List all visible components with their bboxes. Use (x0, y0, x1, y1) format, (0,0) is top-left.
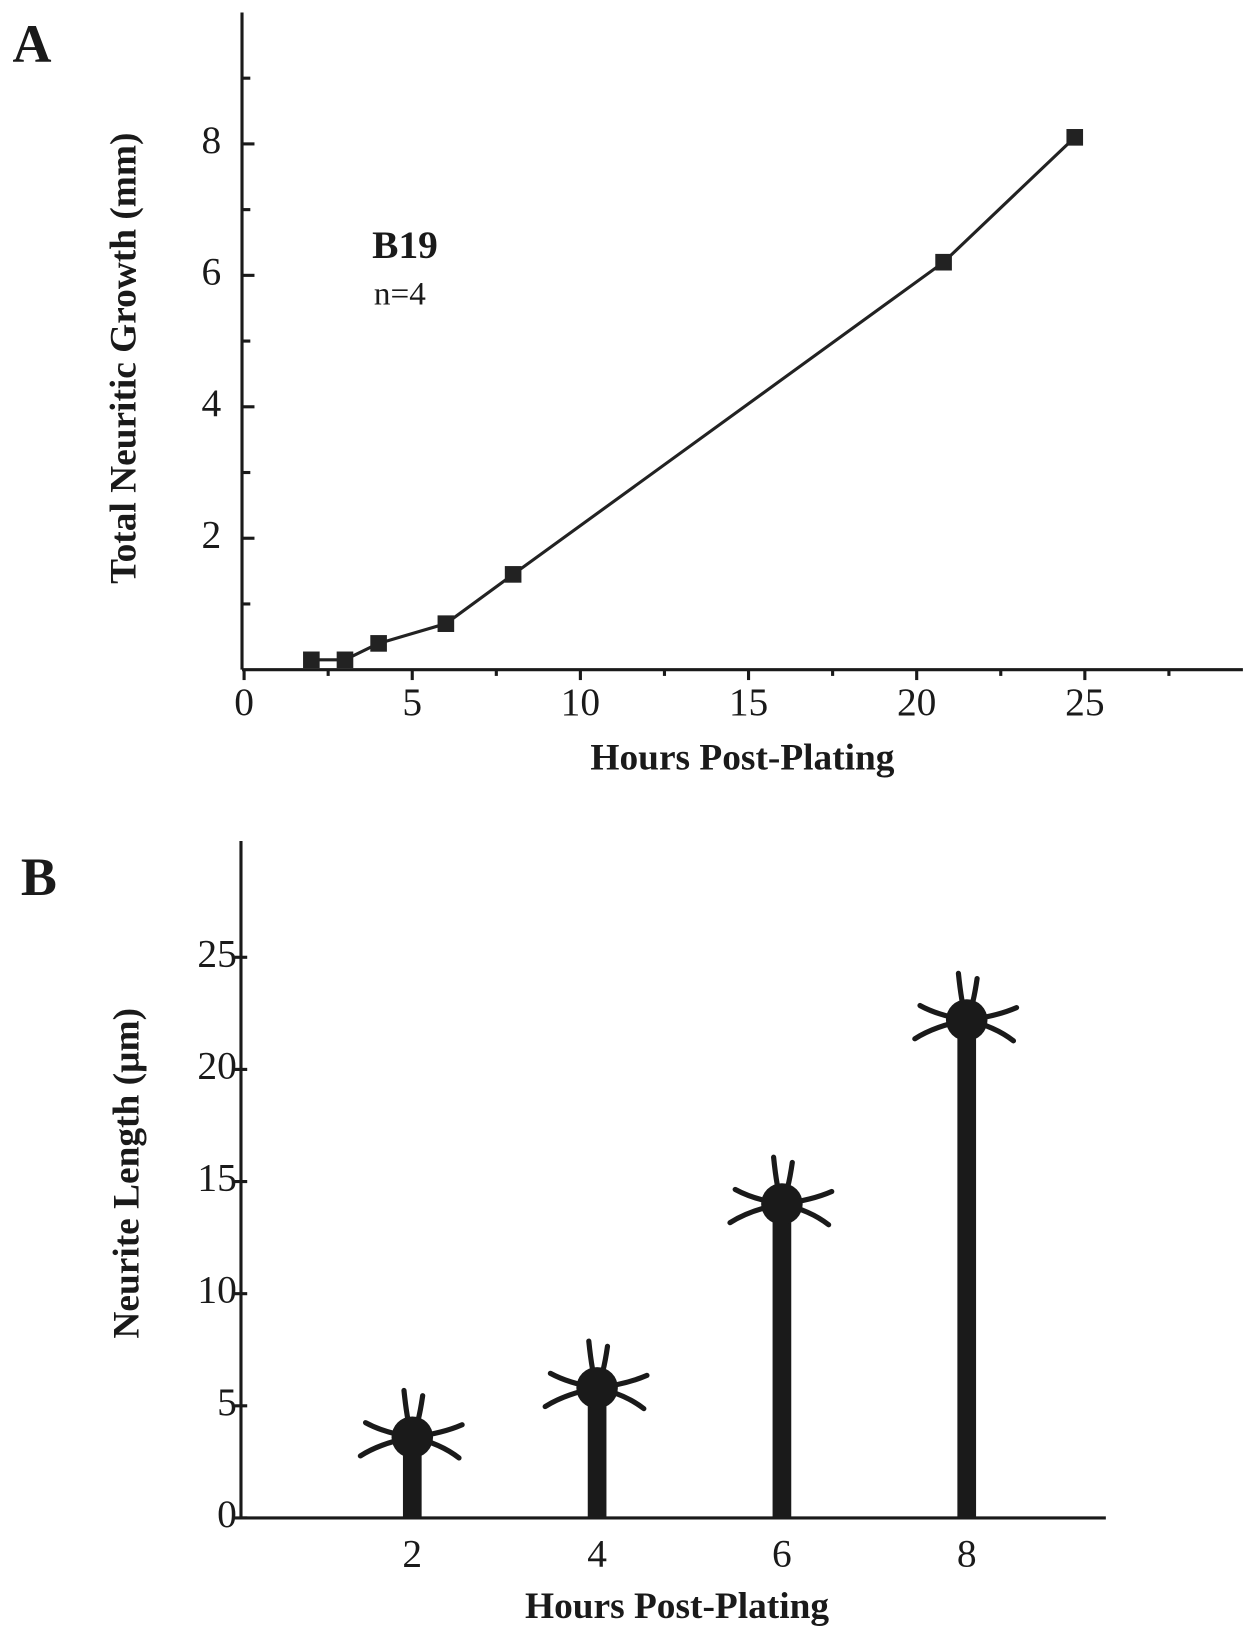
annotation: B19 (372, 223, 438, 267)
y-tick-label: 0 (217, 1492, 237, 1536)
x-tick-label: 4 (587, 1531, 607, 1575)
y-tick-label: 5 (217, 1380, 237, 1424)
y-tick-label: 25 (197, 931, 236, 975)
neuron-soma (391, 1416, 434, 1458)
x-tick-label: 20 (897, 680, 936, 724)
data-point (303, 651, 320, 669)
x-axis-title: Hours Post-Plating (590, 738, 894, 779)
y-tick-label: 6 (202, 249, 222, 293)
x-tick-label: 15 (729, 680, 768, 724)
x-tick-label: 6 (772, 1531, 792, 1575)
panel-label: A (13, 14, 52, 74)
y-tick-label: 2 (202, 512, 222, 556)
data-point (935, 253, 952, 271)
neuron-soma (945, 999, 988, 1041)
annotation: n=4 (374, 276, 426, 313)
data-point (370, 635, 387, 652)
x-tick-label: 5 (402, 680, 422, 724)
x-tick-label: 2 (402, 1531, 422, 1575)
data-line (311, 136, 1076, 662)
bar (957, 1020, 977, 1518)
x-tick-label: 0 (234, 680, 254, 724)
y-axis-title: Neurite Length (µm) (106, 1008, 147, 1339)
y-tick-label: 10 (197, 1268, 236, 1312)
y-axis-title: Total Neuritic Growth (mm) (103, 133, 144, 584)
y-tick-label: 15 (197, 1156, 236, 1200)
panel-label: B (21, 847, 57, 907)
x-tick-label: 25 (1065, 680, 1104, 724)
bar (587, 1387, 607, 1518)
x-tick-label: 8 (957, 1531, 977, 1575)
neuron-soma (576, 1367, 618, 1409)
y-tick-label: 4 (202, 381, 222, 425)
bar (772, 1203, 792, 1518)
data-point (1066, 129, 1084, 146)
y-tick-label: 20 (197, 1043, 236, 1087)
neuron-soma (761, 1183, 803, 1225)
y-tick-label: 8 (202, 118, 222, 162)
data-point (336, 651, 354, 669)
x-axis-title: Hours Post-Plating (525, 1586, 829, 1627)
data-point (504, 566, 522, 583)
data-point (437, 615, 455, 632)
x-tick-label: 10 (561, 680, 600, 724)
